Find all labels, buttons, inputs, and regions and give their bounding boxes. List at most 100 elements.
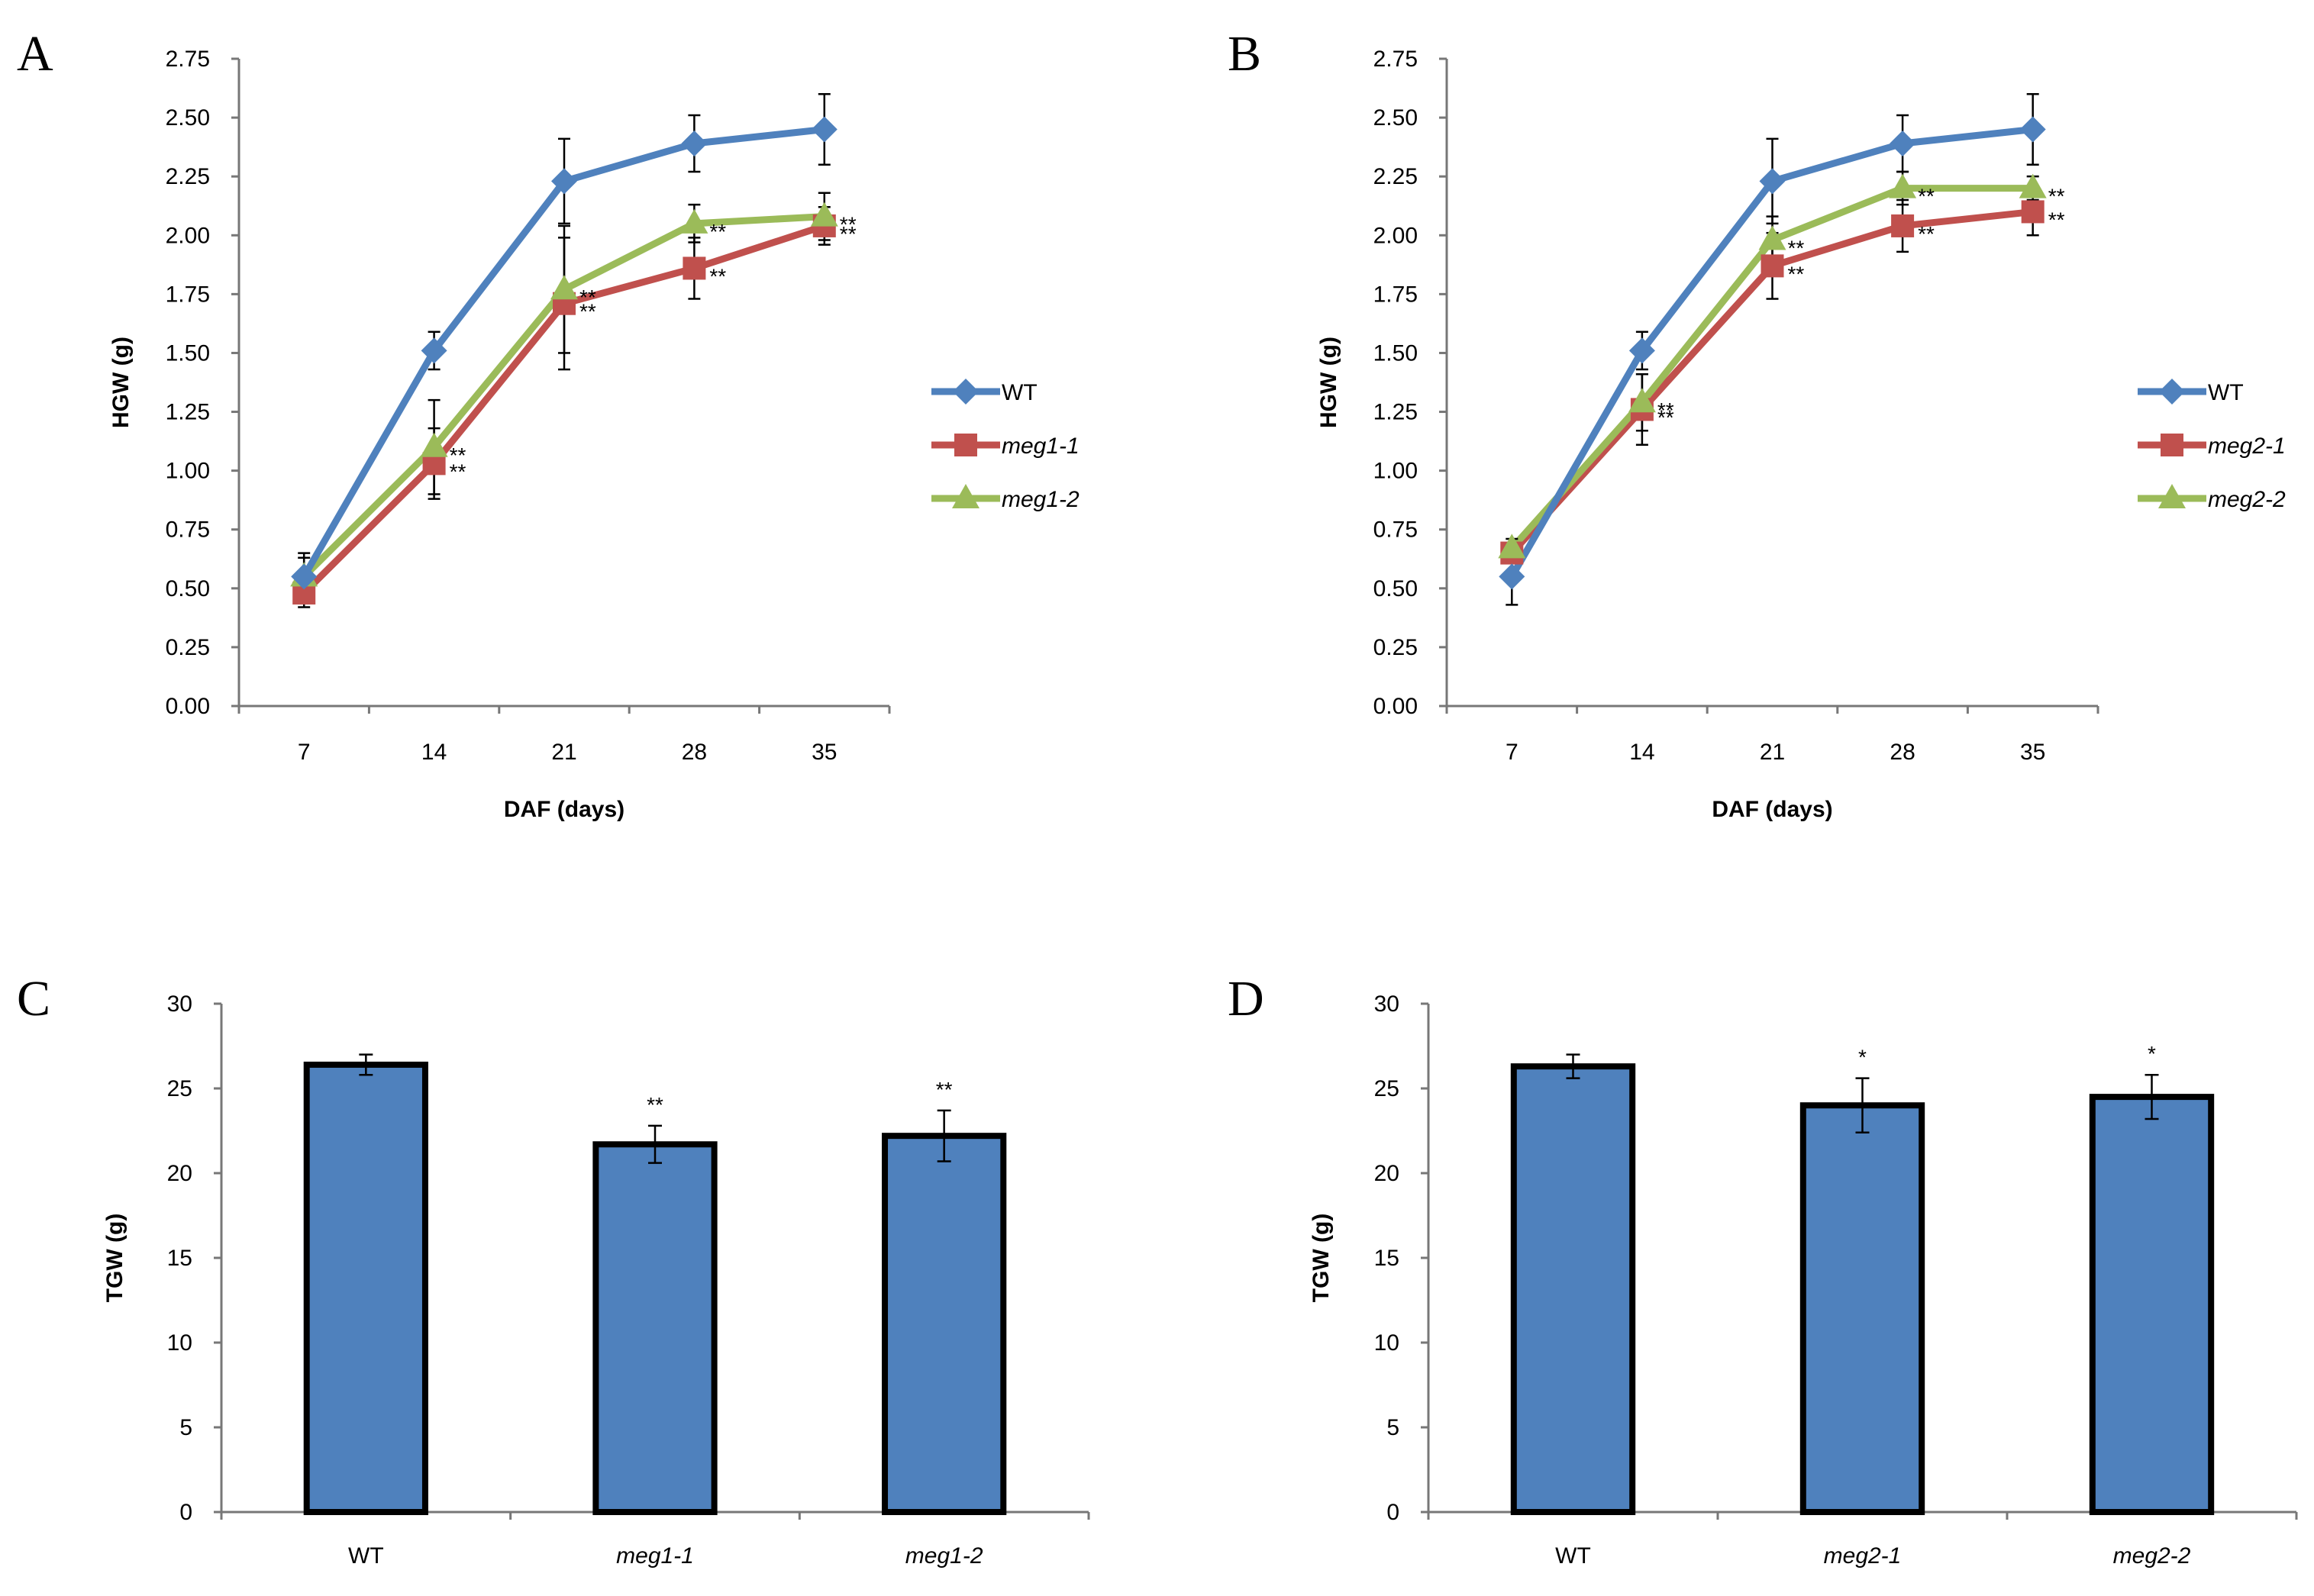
significance-mark: ** bbox=[1657, 398, 1674, 422]
significance-mark: ** bbox=[2048, 185, 2065, 208]
y-tick-label: 2.50 bbox=[166, 105, 210, 131]
significance-mark: ** bbox=[647, 1093, 663, 1117]
data-point bbox=[421, 337, 447, 364]
y-tick-label: 0.75 bbox=[1373, 517, 1418, 543]
y-tick-label: 1.00 bbox=[166, 459, 210, 484]
data-point bbox=[2019, 173, 2047, 198]
data-point bbox=[1761, 254, 1784, 278]
significance-mark: ** bbox=[709, 264, 726, 288]
y-tick-label: 2.25 bbox=[1373, 164, 1418, 189]
y-tick-label: 10 bbox=[167, 1330, 192, 1356]
significance-mark: ** bbox=[579, 300, 596, 324]
data-point bbox=[551, 168, 577, 195]
data-point bbox=[1890, 131, 1916, 157]
y-axis-title: TGW (g) bbox=[1309, 1214, 1334, 1303]
legend-label: meg2-1 bbox=[2208, 434, 2286, 459]
y-tick-label: 0.00 bbox=[1373, 694, 1418, 719]
data-point bbox=[1891, 214, 1915, 237]
legend-marker bbox=[954, 434, 977, 456]
data-point bbox=[1498, 534, 1526, 559]
significance-mark: ** bbox=[2048, 208, 2065, 231]
y-tick-label: 1.25 bbox=[1373, 400, 1418, 425]
y-tick-label: 30 bbox=[1374, 991, 1399, 1017]
data-point bbox=[810, 202, 838, 227]
y-tick-label: 0.25 bbox=[166, 635, 210, 660]
panel-letter: A bbox=[17, 26, 53, 82]
y-tick-label: 15 bbox=[1374, 1246, 1399, 1271]
y-tick-label: 1.50 bbox=[166, 340, 210, 366]
y-tick-label: 2.25 bbox=[166, 164, 210, 189]
significance-mark: ** bbox=[1788, 262, 1805, 285]
data-point bbox=[680, 208, 708, 234]
y-tick-label: 1.75 bbox=[166, 282, 210, 307]
significance-mark: ** bbox=[579, 285, 596, 309]
data-point bbox=[1499, 563, 1525, 590]
significance-mark: ** bbox=[1788, 236, 1805, 260]
y-tick-label: 1.50 bbox=[1373, 340, 1418, 366]
data-point bbox=[811, 116, 837, 143]
bar bbox=[1799, 1102, 1925, 1515]
data-point bbox=[1889, 173, 1917, 198]
legend-label: WT bbox=[2208, 380, 2244, 405]
x-tick-label: meg1-1 bbox=[616, 1543, 694, 1569]
legend-label: meg2-2 bbox=[2208, 487, 2286, 512]
x-tick-label: 35 bbox=[2020, 740, 2045, 765]
y-tick-label: 1.00 bbox=[1373, 459, 1418, 484]
data-point bbox=[1759, 168, 1786, 195]
y-tick-label: 0.75 bbox=[166, 517, 210, 543]
panel-d: 0 5 10 15 20 25 30 TGW (g) D WT * meg2-1 * meg2-2 bbox=[1228, 971, 2298, 1569]
significance-mark: ** bbox=[840, 213, 857, 237]
x-tick-label: meg2-1 bbox=[1824, 1543, 1902, 1569]
legend-marker bbox=[2158, 484, 2186, 508]
x-tick-label: WT bbox=[348, 1543, 384, 1569]
y-tick-label: 1.75 bbox=[1373, 282, 1418, 307]
significance-mark: ** bbox=[840, 222, 857, 246]
y-tick-label: 0.50 bbox=[166, 576, 210, 601]
y-tick-label: 0 bbox=[179, 1500, 192, 1525]
y-axis-title: HGW (g) bbox=[1316, 337, 1341, 428]
y-axis-title: TGW (g) bbox=[102, 1214, 127, 1303]
legend-marker bbox=[2161, 434, 2183, 456]
data-point bbox=[291, 563, 318, 590]
x-tick-label: 35 bbox=[812, 740, 837, 765]
y-tick-label: 1.25 bbox=[166, 400, 210, 425]
y-tick-label: 2.75 bbox=[166, 47, 210, 72]
x-tick-label: 28 bbox=[682, 740, 707, 765]
bar bbox=[592, 1141, 718, 1515]
panel-letter: D bbox=[1228, 971, 1264, 1027]
significance-mark: ** bbox=[936, 1078, 953, 1101]
x-tick-label: meg2-2 bbox=[2113, 1543, 2191, 1569]
panel-letter: C bbox=[17, 971, 50, 1027]
x-axis-title: DAF (days) bbox=[1712, 797, 1832, 822]
y-tick-label: 0 bbox=[1386, 1500, 1399, 1525]
legend-marker bbox=[952, 484, 979, 508]
y-tick-label: 20 bbox=[1374, 1161, 1399, 1186]
y-tick-label: 2.00 bbox=[1373, 223, 1418, 248]
legend-marker bbox=[2159, 379, 2185, 405]
y-tick-label: 15 bbox=[167, 1246, 192, 1271]
y-tick-label: 0.50 bbox=[1373, 576, 1418, 601]
y-tick-label: 2.50 bbox=[1373, 105, 1418, 131]
data-point bbox=[1628, 388, 1656, 413]
y-tick-label: 30 bbox=[167, 991, 192, 1017]
data-point bbox=[681, 131, 708, 157]
data-point bbox=[2021, 200, 2045, 224]
y-tick-label: 0.25 bbox=[1373, 635, 1418, 660]
bar bbox=[303, 1061, 428, 1516]
significance-mark: * bbox=[1858, 1046, 1867, 1069]
y-tick-label: 2.00 bbox=[166, 223, 210, 248]
x-tick-label: 14 bbox=[421, 740, 447, 765]
y-tick-label: 2.75 bbox=[1373, 47, 1418, 72]
x-tick-label: 28 bbox=[1890, 740, 1915, 765]
bar bbox=[1510, 1063, 1636, 1515]
significance-mark: ** bbox=[1657, 405, 1674, 429]
bar bbox=[882, 1133, 1007, 1516]
legend-label: meg1-1 bbox=[1002, 434, 1080, 459]
significance-mark: ** bbox=[709, 220, 726, 243]
y-axis-title: HGW (g) bbox=[108, 337, 134, 428]
x-tick-label: WT bbox=[1555, 1543, 1591, 1569]
significance-mark: ** bbox=[450, 459, 466, 483]
significance-mark: ** bbox=[1918, 185, 1935, 208]
significance-mark: ** bbox=[450, 443, 466, 467]
